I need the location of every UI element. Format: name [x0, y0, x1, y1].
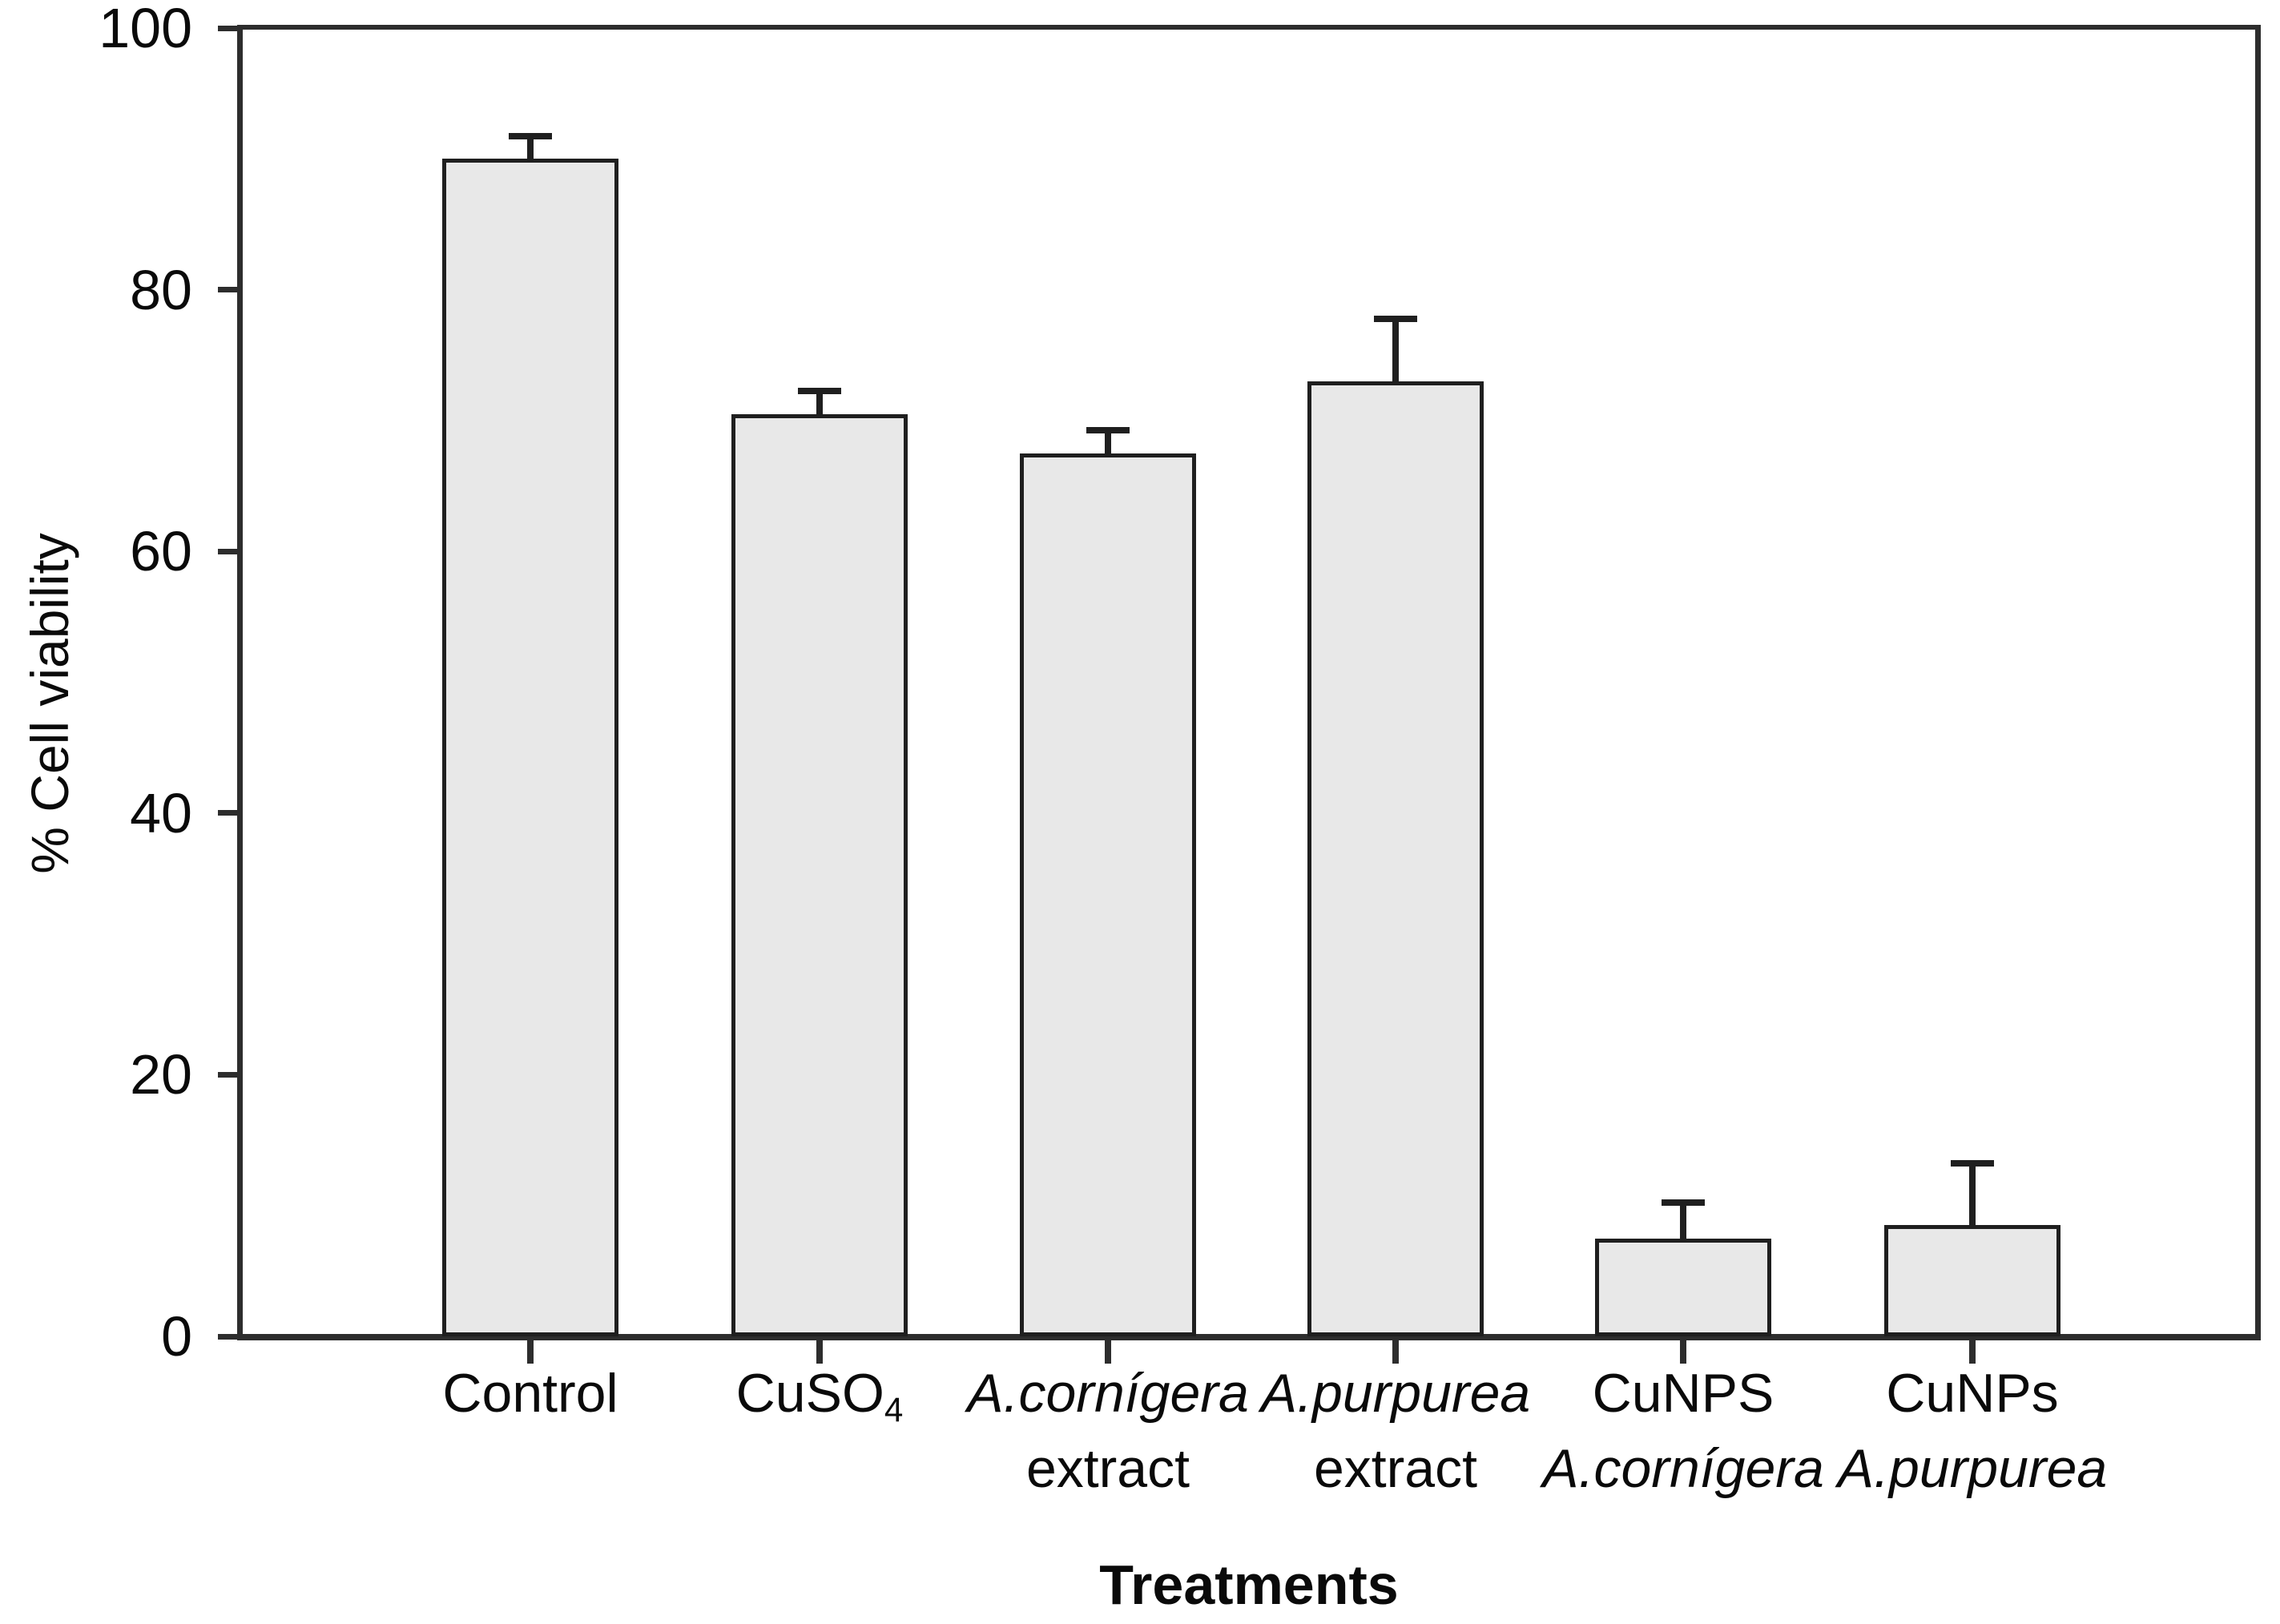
error-bar-cap — [509, 132, 552, 139]
x-tick-label-line: extract — [1313, 1438, 1478, 1499]
x-tick — [1680, 1340, 1686, 1364]
x-tick-label-control: Control — [354, 1356, 707, 1431]
y-tick — [218, 25, 240, 31]
x-tick-label-line: A.purpurea — [1260, 1363, 1531, 1424]
y-axis-title: % Cell viability — [20, 533, 79, 874]
x-tick-label-line: A.cornígera — [967, 1363, 1249, 1424]
error-bar — [527, 132, 534, 159]
error-bar — [1392, 316, 1399, 381]
y-tick — [218, 287, 240, 293]
x-tick — [1969, 1340, 1976, 1364]
y-tick-label: 40 — [130, 781, 192, 844]
x-tick-label-cunps-a-purpurea: CuNPs A.purpurea — [1796, 1356, 2149, 1506]
x-axis-title: Treatments — [1099, 1553, 1399, 1616]
bar-control — [442, 159, 618, 1336]
y-tick-label: 20 — [130, 1043, 192, 1106]
x-tick-label-line: extract — [1025, 1438, 1190, 1499]
error-bar — [816, 388, 823, 414]
y-tick-label: 60 — [130, 520, 192, 583]
bar-a-cornigera-extract — [1020, 453, 1196, 1336]
y-tick — [218, 548, 240, 554]
bar-cunps-a-purpurea — [1884, 1225, 2060, 1336]
x-tick-label-cuso4: CuSO4 — [643, 1356, 996, 1448]
error-bar-cap — [1374, 316, 1417, 323]
x-tick — [816, 1340, 823, 1364]
x-tick — [1105, 1340, 1111, 1364]
bar-cuso4 — [731, 413, 908, 1336]
y-tick — [218, 810, 240, 816]
x-tick-label-cunps-a-cornigera: CuNPS A.cornígera — [1507, 1356, 1859, 1506]
y-tick-label: 0 — [161, 1305, 192, 1368]
x-tick-label-line: A.purpurea — [1837, 1438, 2108, 1499]
x-tick — [527, 1340, 534, 1364]
x-tick-label-line: CuNPs — [1886, 1363, 2059, 1424]
error-bar — [1105, 427, 1111, 453]
bar-cunps-a-cornigera — [1595, 1238, 1771, 1336]
error-bar-cap — [1086, 427, 1130, 434]
error-bar — [1680, 1199, 1686, 1239]
y-tick — [218, 1333, 240, 1340]
error-bar-cap — [1951, 1159, 1994, 1167]
x-tick-label-line: CuNPS — [1592, 1363, 1774, 1424]
bar-a-purpurea-extract — [1307, 381, 1484, 1336]
y-tick-label: 80 — [130, 258, 192, 321]
error-bar-cap — [1662, 1199, 1705, 1206]
x-tick-label-line: Control — [442, 1363, 618, 1424]
x-tick-label-line: CuSO4 — [735, 1363, 904, 1429]
x-tick-label-a-cornigera-extract: A.cornígera extract — [932, 1356, 1284, 1506]
y-tick — [218, 1071, 240, 1078]
plot-area — [237, 25, 2261, 1364]
x-tick — [1392, 1340, 1399, 1364]
y-tick-label: 100 — [99, 0, 192, 59]
x-tick-label-line: A.cornígera — [1542, 1438, 1824, 1499]
error-bar — [1969, 1159, 1976, 1226]
error-bar-cap — [798, 388, 841, 395]
x-tick-label-a-purpurea-extract: A.purpurea extract — [1219, 1356, 1572, 1506]
